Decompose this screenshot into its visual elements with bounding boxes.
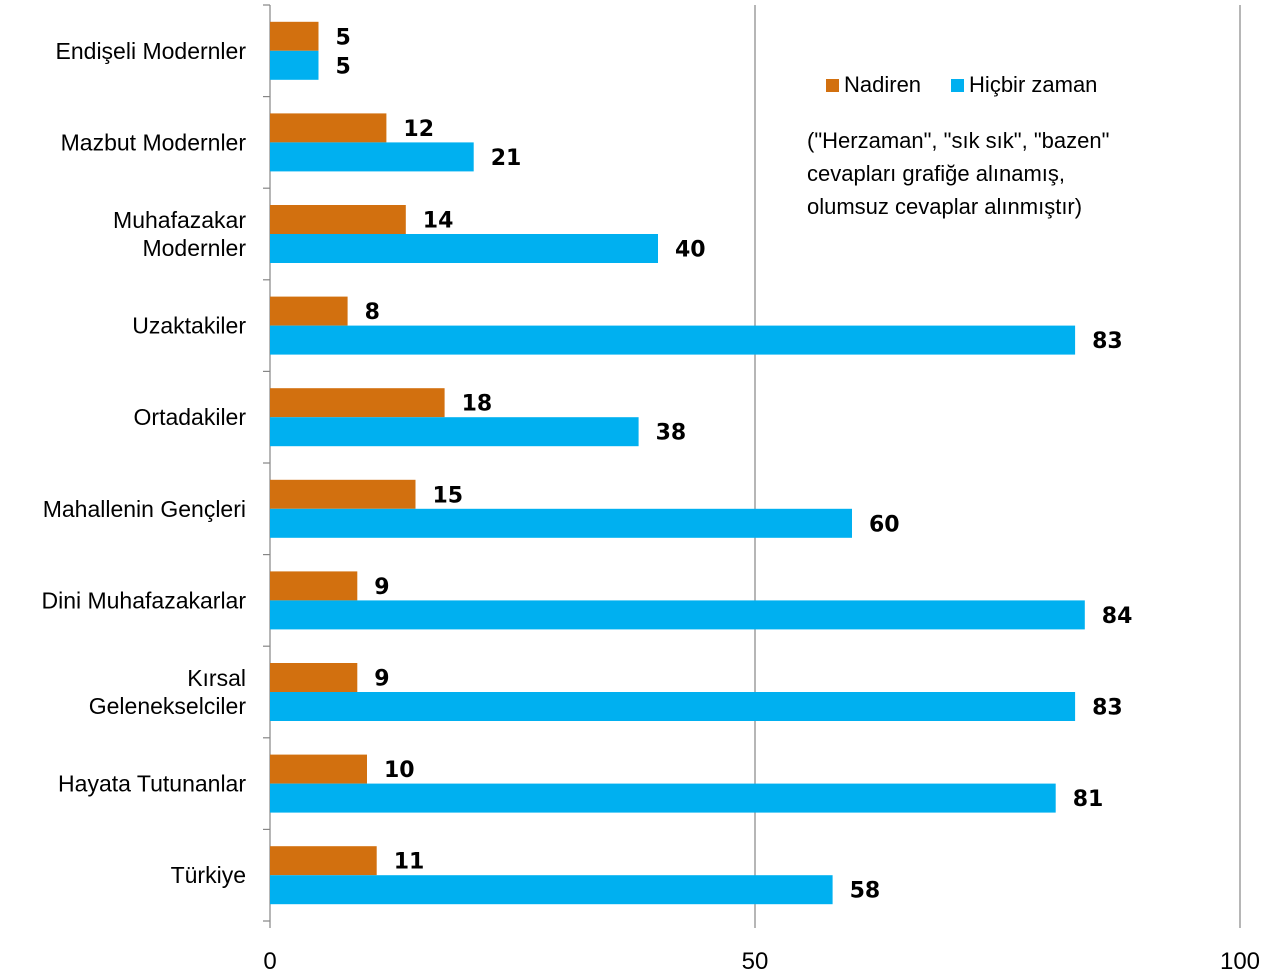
category-label: Türkiye bbox=[171, 862, 246, 888]
bar-nadiren bbox=[270, 388, 445, 418]
data-label-nadiren: 12 bbox=[403, 117, 434, 142]
data-label-hicbir-zaman: 58 bbox=[850, 879, 881, 904]
x-tick-label: 50 bbox=[742, 948, 769, 975]
category-label: Dini Muhafazakarlar bbox=[41, 587, 246, 613]
data-label-hicbir-zaman: 38 bbox=[656, 421, 687, 446]
category-label: Mazbut Modernler bbox=[61, 129, 247, 155]
data-label-nadiren: 15 bbox=[433, 483, 464, 508]
category-label: Endişeli Modernler bbox=[56, 38, 247, 64]
x-tick-label: 100 bbox=[1220, 948, 1260, 975]
data-label-nadiren: 10 bbox=[384, 758, 415, 783]
legend-swatch-nadiren bbox=[826, 78, 839, 92]
bar-hicbir-zaman bbox=[270, 875, 833, 905]
data-label-hicbir-zaman: 5 bbox=[336, 54, 351, 79]
category-label: Modernler bbox=[142, 235, 246, 261]
bar-nadiren bbox=[270, 296, 348, 326]
bar-nadiren bbox=[270, 479, 416, 509]
data-label-hicbir-zaman: 83 bbox=[1092, 329, 1123, 354]
bar-nadiren bbox=[270, 846, 377, 876]
legend-item-hicbir-zaman: Hiçbir zaman bbox=[951, 72, 1097, 98]
data-label-hicbir-zaman: 40 bbox=[675, 238, 706, 263]
category-label: Uzaktakiler bbox=[132, 313, 246, 339]
data-label-nadiren: 14 bbox=[423, 209, 454, 234]
bar-nadiren bbox=[270, 571, 358, 601]
legend-item-nadiren: Nadiren bbox=[826, 72, 921, 98]
data-label-nadiren: 5 bbox=[336, 25, 351, 50]
annotation-line: cevapları grafiğe alınamış, bbox=[807, 161, 1066, 186]
data-label-nadiren: 11 bbox=[394, 850, 425, 875]
chart-legend: Nadiren Hiçbir zaman bbox=[826, 72, 1097, 98]
bar-hicbir-zaman bbox=[270, 234, 658, 263]
data-label-hicbir-zaman: 83 bbox=[1092, 696, 1123, 721]
data-label-hicbir-zaman: 84 bbox=[1102, 604, 1133, 629]
bar-hicbir-zaman bbox=[270, 783, 1056, 813]
bar-hicbir-zaman bbox=[270, 692, 1076, 721]
bar-hicbir-zaman bbox=[270, 325, 1076, 355]
category-label: Ortadakiler bbox=[134, 404, 247, 430]
annotation-line: ("Herzaman", "sık sık", "bazen" bbox=[807, 128, 1110, 153]
data-label-nadiren: 18 bbox=[462, 392, 493, 417]
category-label: Hayata Tutunanlar bbox=[58, 771, 246, 797]
bar-nadiren bbox=[270, 113, 387, 143]
category-label: Gelenekselciler bbox=[89, 693, 247, 719]
legend-label-hicbir-zaman: Hiçbir zaman bbox=[969, 72, 1098, 97]
category-label: Kırsal bbox=[187, 665, 246, 691]
data-label-hicbir-zaman: 60 bbox=[869, 512, 900, 537]
data-label-hicbir-zaman: 21 bbox=[491, 146, 522, 171]
category-label: Mahallenin Gençleri bbox=[43, 496, 246, 522]
bar-hicbir-zaman bbox=[270, 508, 852, 538]
x-tick-label: 0 bbox=[263, 948, 276, 975]
data-label-nadiren: 9 bbox=[374, 667, 389, 692]
bar-nadiren bbox=[270, 754, 367, 784]
data-label-nadiren: 9 bbox=[374, 575, 389, 600]
chart-annotation: ("Herzaman", "sık sık", "bazen" cevaplar… bbox=[807, 124, 1237, 223]
bar-nadiren bbox=[270, 663, 358, 692]
category-label: Muhafazakar bbox=[113, 207, 246, 233]
data-label-hicbir-zaman: 81 bbox=[1073, 787, 1104, 812]
data-label-nadiren: 8 bbox=[365, 300, 380, 325]
legend-label-nadiren: Nadiren bbox=[844, 72, 922, 97]
annotation-line: olumsuz cevaplar alınmıştır) bbox=[807, 194, 1083, 219]
bar-hicbir-zaman bbox=[270, 50, 319, 80]
bar-hicbir-zaman bbox=[270, 142, 474, 172]
bar-hicbir-zaman bbox=[270, 600, 1085, 630]
bar-nadiren bbox=[270, 21, 319, 51]
bar-nadiren bbox=[270, 205, 406, 234]
legend-swatch-hicbir-zaman bbox=[951, 78, 965, 92]
bar-hicbir-zaman bbox=[270, 417, 639, 447]
